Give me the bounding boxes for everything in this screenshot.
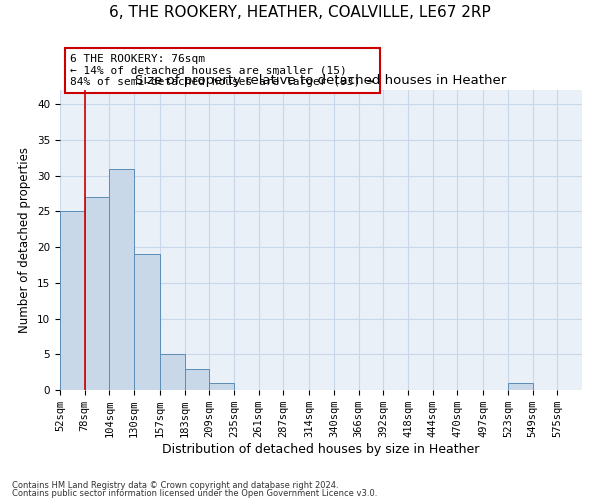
Title: Size of property relative to detached houses in Heather: Size of property relative to detached ho… bbox=[136, 74, 506, 88]
Bar bbox=[508, 383, 533, 390]
Bar bbox=[134, 254, 160, 390]
Bar bbox=[109, 168, 134, 390]
Bar bbox=[209, 383, 234, 390]
Text: 6, THE ROOKERY, HEATHER, COALVILLE, LE67 2RP: 6, THE ROOKERY, HEATHER, COALVILLE, LE67… bbox=[109, 5, 491, 20]
Text: Contains HM Land Registry data © Crown copyright and database right 2024.: Contains HM Land Registry data © Crown c… bbox=[12, 480, 338, 490]
Text: Contains public sector information licensed under the Open Government Licence v3: Contains public sector information licen… bbox=[12, 489, 377, 498]
Text: 6 THE ROOKERY: 76sqm
← 14% of detached houses are smaller (15)
84% of semi-detac: 6 THE ROOKERY: 76sqm ← 14% of detached h… bbox=[70, 54, 374, 87]
Y-axis label: Number of detached properties: Number of detached properties bbox=[19, 147, 31, 333]
Bar bbox=[160, 354, 185, 390]
Bar bbox=[185, 368, 209, 390]
X-axis label: Distribution of detached houses by size in Heather: Distribution of detached houses by size … bbox=[163, 443, 479, 456]
Bar bbox=[60, 212, 85, 390]
Bar bbox=[85, 197, 109, 390]
